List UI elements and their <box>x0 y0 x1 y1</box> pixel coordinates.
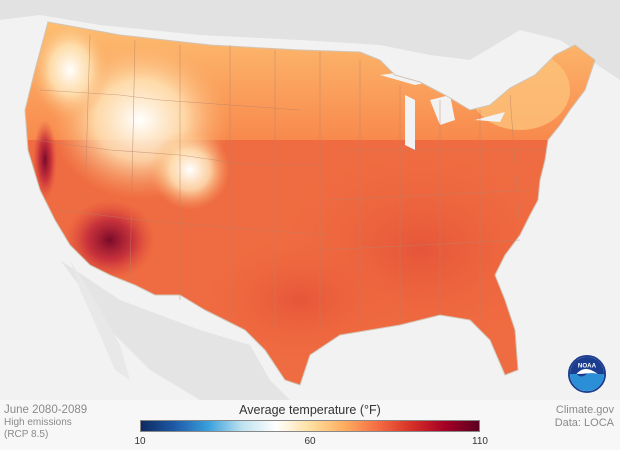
us-outline <box>24 21 596 386</box>
noaa-logo-text: NOAA <box>578 362 597 369</box>
period-label: June 2080-2089 <box>4 404 88 416</box>
noaa-logo: NOAA <box>568 355 606 393</box>
legend-units: (°F) <box>359 403 381 417</box>
legend-title: Average temperature (°F) <box>140 403 480 417</box>
scenario-caption: June 2080-2089 High emissions (RCP 8.5) <box>4 404 87 440</box>
baja-peninsula <box>70 260 130 380</box>
mexico-landmass <box>60 260 290 400</box>
great-lakes <box>380 70 505 150</box>
legend-tick-mid: 60 <box>304 436 316 447</box>
scenario-line-1: High emissions <box>4 417 72 429</box>
source-label: Climate.gov <box>555 404 614 416</box>
canada-landmass <box>0 0 620 80</box>
data-label: Data: LOCA <box>554 416 614 429</box>
legend-title-text: Average temperature <box>239 403 357 417</box>
legend-tick-min: 10 <box>134 436 146 447</box>
scenario-line-2: (RCP 8.5) <box>4 428 49 440</box>
legend-colorbar <box>140 420 480 432</box>
state-boundaries <box>34 34 545 330</box>
source-caption: Climate.gov Data: LOCA <box>555 404 614 429</box>
map-canvas <box>0 0 620 400</box>
legend-tick-max: 110 <box>472 436 488 447</box>
contiguous-us-temperature-field <box>25 22 595 385</box>
